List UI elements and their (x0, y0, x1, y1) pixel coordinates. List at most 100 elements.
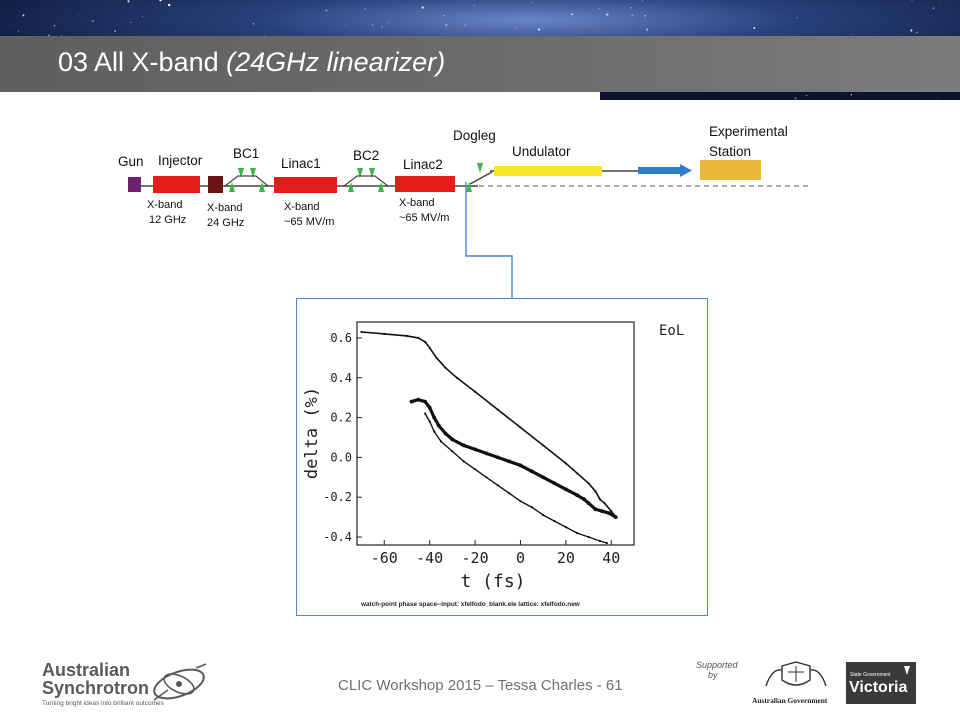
particle-point (436, 423, 441, 428)
supported-line1: Supported (696, 660, 738, 670)
particle-point (507, 459, 511, 464)
slide-header: 03 All X-band (24GHz linearizer) (0, 0, 960, 100)
x-tick-label: 20 (557, 549, 575, 567)
particle-point (613, 515, 618, 519)
particle-point (587, 482, 590, 485)
star (53, 24, 56, 27)
experimental-station-label-line1: Experimental (709, 124, 788, 139)
star (852, 33, 854, 35)
australian-synchrotron-logo: Australian Synchrotron Turning bright id… (42, 660, 222, 714)
plot-axes-box (356, 321, 635, 546)
star (932, 7, 935, 10)
y-tick-label: 0.6 (330, 331, 352, 345)
plot-footer-caption: watch-point phase space--input: xfelfodo… (360, 601, 580, 608)
star (61, 35, 62, 37)
particle-point (529, 469, 534, 474)
star (911, 0, 913, 1)
star (524, 32, 526, 34)
particle-point (424, 412, 427, 415)
star (280, 12, 282, 13)
star (22, 14, 25, 17)
star (264, 34, 266, 36)
particle-point (474, 468, 477, 471)
star (631, 14, 634, 17)
x-tick-label: 0 (516, 549, 525, 567)
particle-point (542, 444, 545, 447)
particle-point (485, 476, 488, 479)
star (337, 34, 338, 36)
dogleg-magnet-2 (477, 163, 483, 173)
particle-point (594, 490, 597, 493)
star (67, 15, 68, 17)
linac1-spec-line1: X-band (284, 201, 320, 213)
particle-point (576, 532, 579, 535)
star (17, 30, 20, 32)
linac2-label: Linac2 (403, 157, 443, 172)
star (252, 22, 255, 25)
y-tick-label: 0.4 (330, 371, 352, 385)
particle-point (416, 397, 421, 402)
particle-point (428, 420, 431, 423)
particle-point (519, 426, 522, 429)
supported-line2: by (708, 670, 718, 680)
particle-point (575, 493, 580, 498)
experimental-station-block (700, 160, 761, 180)
logo-line1: Australian (42, 660, 131, 680)
australian-government-logo: Australian Government (752, 660, 840, 708)
particle-point (444, 366, 447, 369)
linac1-structure (274, 177, 337, 193)
x-tick-label: -20 (462, 549, 489, 567)
undulator-block (494, 166, 602, 176)
bc2-dipole-1 (348, 182, 354, 192)
particle-point (409, 399, 414, 404)
star (796, 17, 798, 19)
particle-point (564, 462, 567, 465)
particle-point (474, 390, 477, 393)
star (129, 21, 132, 24)
x-axis-title: t (fs) (460, 571, 525, 592)
y-tick-label: 0.0 (330, 450, 352, 464)
particle-point (423, 399, 427, 404)
star (537, 28, 541, 31)
particle-point (582, 497, 586, 502)
vic-small-text: State Government (850, 672, 891, 678)
particle-point (600, 509, 605, 514)
slide-title-subtitle: (24GHz linearizer) (226, 47, 446, 77)
gun-label: Gun (118, 154, 144, 169)
star (794, 97, 797, 100)
linac2-structure (395, 176, 455, 192)
injector-label: Injector (158, 153, 203, 168)
bc1-dipole-2 (238, 168, 244, 178)
particle-point (417, 336, 420, 339)
star (514, 27, 516, 29)
linac2-spec-line1: X-band (399, 197, 435, 209)
particle-point (598, 539, 601, 543)
particle-point (587, 535, 590, 539)
photon-beam-shaft (638, 167, 682, 174)
star (388, 21, 390, 23)
linearizer-structure (208, 176, 223, 193)
particle-point (541, 475, 546, 480)
particle-point (428, 346, 431, 349)
star (646, 28, 649, 31)
dogleg-beam-line (469, 171, 493, 185)
plot-corner-label: EoL (659, 323, 684, 339)
x-tick-label: -60 (371, 549, 398, 567)
linac1-spec-line2: ~65 MV/m (284, 216, 335, 228)
star (445, 24, 448, 27)
particle-point (435, 356, 438, 359)
particle-point (519, 500, 522, 503)
star (167, 3, 171, 7)
star (937, 97, 939, 99)
star (939, 0, 941, 1)
bc1-dipole-3 (250, 168, 256, 178)
bc2-chicane (343, 168, 389, 192)
slide-title: 03 All X-band (24GHz linearizer) (58, 44, 445, 80)
supported-by-label: Supported by (696, 660, 744, 704)
particle-point (605, 541, 608, 545)
star (12, 24, 14, 25)
particle-point (451, 450, 454, 453)
particle-point (439, 440, 443, 443)
star (598, 7, 600, 10)
particle-point (495, 455, 500, 460)
